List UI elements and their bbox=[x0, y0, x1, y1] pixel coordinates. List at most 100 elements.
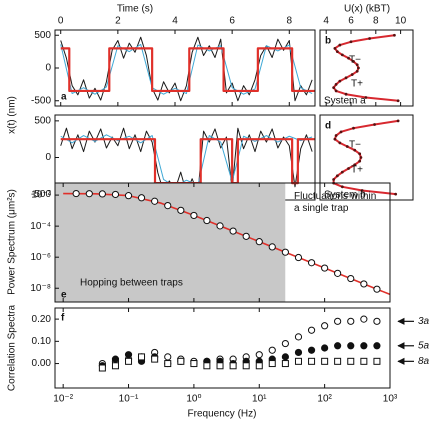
y-tick-label: 0.00 bbox=[32, 358, 52, 369]
potential-point bbox=[357, 66, 360, 70]
marker bbox=[321, 344, 329, 352]
marker bbox=[216, 222, 224, 230]
x-tick-label: 2 bbox=[115, 16, 121, 27]
y-axis-label: x(t) (nm) bbox=[7, 96, 18, 134]
potential-point bbox=[393, 33, 396, 37]
y-tick-label: 0.10 bbox=[32, 336, 52, 347]
marker bbox=[360, 280, 368, 288]
x-tick-label: 10¹ bbox=[252, 394, 267, 405]
panel-label: b bbox=[325, 36, 331, 47]
potential-point bbox=[344, 76, 348, 80]
potential-point bbox=[338, 43, 342, 47]
annotation: System b bbox=[324, 190, 366, 201]
annotation: T+ bbox=[351, 165, 363, 176]
potential-point bbox=[339, 130, 343, 134]
trace bbox=[60, 134, 313, 188]
potential-point bbox=[345, 145, 349, 148]
marker bbox=[307, 346, 316, 354]
legend-label: 3a bbox=[418, 316, 430, 327]
marker bbox=[138, 353, 146, 361]
marker bbox=[98, 190, 106, 198]
marker bbox=[308, 357, 316, 365]
x-tick-label: 10⁻² bbox=[53, 394, 73, 405]
x-tick-label: 10² bbox=[317, 394, 332, 405]
trace bbox=[60, 47, 315, 93]
y-tick-label: 10⁻⁸ bbox=[30, 283, 51, 294]
marker bbox=[334, 357, 342, 365]
potential-point bbox=[355, 63, 359, 67]
panel-label: d bbox=[325, 121, 331, 132]
potential-point bbox=[338, 141, 342, 145]
marker bbox=[321, 357, 329, 365]
marker bbox=[151, 197, 159, 205]
x-tick-label: 6 bbox=[348, 16, 354, 27]
potential-point bbox=[334, 89, 338, 93]
x-tick-label: 8 bbox=[287, 16, 293, 27]
potential-point bbox=[368, 37, 371, 40]
marker bbox=[111, 355, 120, 363]
marker bbox=[72, 189, 80, 198]
marker bbox=[307, 259, 316, 267]
x-axis-label: Frequency (Hz) bbox=[188, 409, 257, 420]
marker bbox=[373, 342, 381, 350]
marker bbox=[164, 360, 172, 368]
marker bbox=[281, 248, 289, 256]
marker bbox=[334, 317, 342, 325]
x-tick-label: 0 bbox=[58, 16, 64, 27]
trace bbox=[60, 36, 313, 102]
x-tick-label: 10³ bbox=[383, 394, 398, 405]
potential-point bbox=[332, 86, 336, 90]
x-tick-label: 6 bbox=[229, 16, 235, 27]
potential-point bbox=[334, 134, 338, 137]
marker bbox=[190, 211, 198, 220]
marker bbox=[98, 364, 106, 372]
marker bbox=[255, 362, 263, 370]
potential-point bbox=[338, 79, 342, 83]
marker bbox=[281, 353, 289, 361]
marker bbox=[124, 192, 133, 200]
x-axis-label: U(x) (kBT) bbox=[344, 4, 390, 15]
x-tick-label: 4 bbox=[323, 16, 329, 27]
marker bbox=[281, 339, 289, 348]
marker bbox=[268, 360, 276, 368]
marker bbox=[334, 342, 342, 350]
x-tick-label: 4 bbox=[172, 16, 178, 27]
potential-point bbox=[364, 96, 368, 99]
marker bbox=[85, 190, 93, 198]
potential-point bbox=[335, 50, 339, 54]
potential-point bbox=[352, 126, 355, 130]
marker bbox=[203, 216, 211, 225]
y-axis-label: Power Spectrum (μm²s) bbox=[7, 189, 18, 295]
potential-point bbox=[359, 156, 363, 159]
potential-point bbox=[333, 137, 337, 141]
marker bbox=[190, 360, 198, 368]
potential-point bbox=[340, 170, 344, 174]
marker bbox=[307, 326, 316, 334]
marker bbox=[124, 351, 133, 359]
marker bbox=[255, 238, 263, 246]
marker bbox=[164, 202, 172, 210]
marker bbox=[347, 274, 355, 283]
marker bbox=[321, 322, 329, 330]
marker bbox=[360, 315, 368, 323]
plot-frame bbox=[54, 182, 391, 303]
y-tick-label: -500 bbox=[31, 95, 51, 106]
marker bbox=[137, 194, 146, 202]
marker bbox=[281, 360, 289, 368]
marker bbox=[111, 362, 119, 370]
marker bbox=[334, 269, 342, 277]
potential-point bbox=[340, 53, 344, 57]
panel-label: f bbox=[61, 313, 65, 324]
potential-point bbox=[350, 73, 354, 76]
x-tick-label: 10⁰ bbox=[186, 394, 201, 405]
potential-curve bbox=[332, 34, 399, 102]
potential-point bbox=[396, 99, 400, 103]
annotation: T+ bbox=[351, 79, 363, 90]
marker bbox=[242, 362, 250, 370]
marker bbox=[360, 342, 368, 350]
y-axis-label: Correlation Spectra bbox=[7, 304, 18, 391]
x-tick-label: 8 bbox=[373, 16, 379, 27]
legend-label: 8a bbox=[418, 356, 430, 367]
plot-frame bbox=[54, 29, 316, 107]
